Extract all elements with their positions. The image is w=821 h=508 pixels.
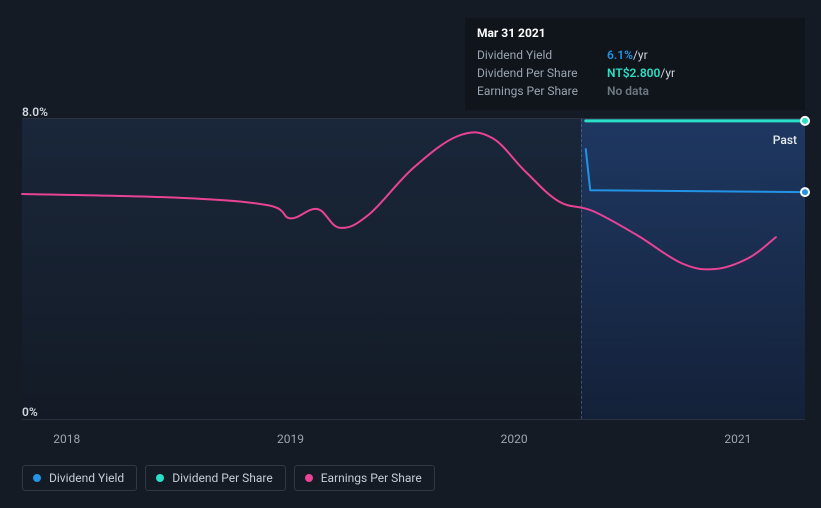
legend-dot-icon xyxy=(33,474,41,482)
tooltip-table: Dividend Yield 6.1%/yr Dividend Per Shar… xyxy=(477,46,793,100)
chart-tooltip: Mar 31 2021 Dividend Yield 6.1%/yr Divid… xyxy=(465,18,805,110)
x-axis-label-2021: 2021 xyxy=(724,432,751,446)
tooltip-value: No data xyxy=(607,84,649,98)
tooltip-key: Dividend Yield xyxy=(477,46,607,64)
tooltip-unit: /yr xyxy=(633,48,648,62)
tooltip-row: Dividend Per Share NT$2.800/yr xyxy=(477,64,793,82)
legend-label: Earnings Per Share xyxy=(321,471,422,485)
tooltip-value: 6.1% xyxy=(607,48,633,62)
y-axis-label-min: 0% xyxy=(22,405,38,419)
tooltip-row: Earnings Per Share No data xyxy=(477,82,793,100)
x-axis-label-2018: 2018 xyxy=(53,432,80,446)
legend-dot-icon xyxy=(305,474,313,482)
tooltip-key: Dividend Per Share xyxy=(477,64,607,82)
y-axis-label-max: 8.0% xyxy=(22,105,48,119)
legend-item-dividend-per-share[interactable]: Dividend Per Share xyxy=(145,465,286,491)
chart-legend: Dividend Yield Dividend Per Share Earnin… xyxy=(22,465,435,491)
tooltip-row: Dividend Yield 6.1%/yr xyxy=(477,46,793,64)
legend-item-dividend-yield[interactable]: Dividend Yield xyxy=(22,465,137,491)
x-axis-label-2019: 2019 xyxy=(277,432,304,446)
legend-dot-icon xyxy=(156,474,164,482)
legend-item-earnings-per-share[interactable]: Earnings Per Share xyxy=(294,465,435,491)
tooltip-unit: /yr xyxy=(660,66,675,80)
tooltip-title: Mar 31 2021 xyxy=(477,26,793,40)
x-axis-label-2020: 2020 xyxy=(501,432,528,446)
chart-lines-svg xyxy=(22,119,805,419)
legend-label: Dividend Per Share xyxy=(172,471,273,485)
tooltip-key: Earnings Per Share xyxy=(477,82,607,100)
tooltip-value: NT$2.800 xyxy=(607,66,660,80)
legend-label: Dividend Yield xyxy=(49,471,124,485)
dividend-chart: Past 8.0% 0% 2018 2019 2020 2021 Mar 31 … xyxy=(0,0,821,508)
